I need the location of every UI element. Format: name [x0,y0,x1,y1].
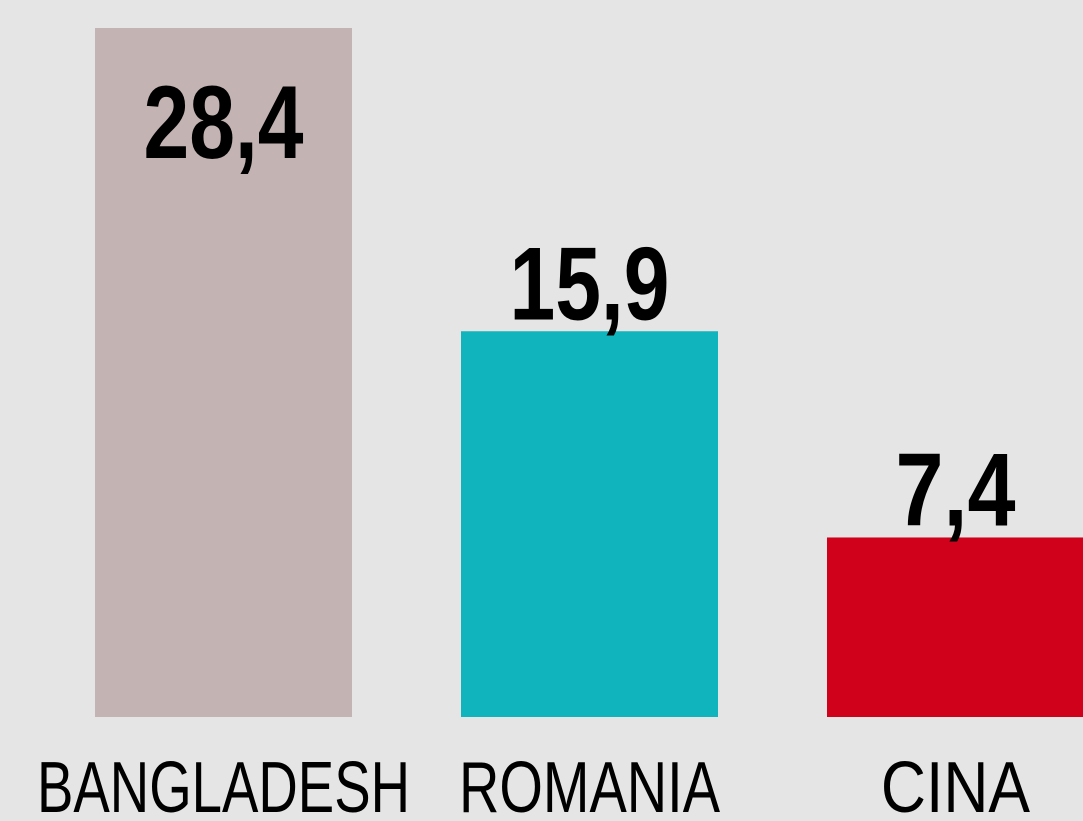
value-label: 7,4 [896,432,1016,548]
category-label: CINA [881,748,1030,821]
value-label: 15,9 [510,226,670,342]
value-label: 28,4 [144,65,304,181]
bar [95,28,352,717]
category-label: BANGLADESH [37,748,410,821]
bar [827,537,1083,717]
category-label: ROMANIA [459,748,720,821]
bar [461,331,718,717]
